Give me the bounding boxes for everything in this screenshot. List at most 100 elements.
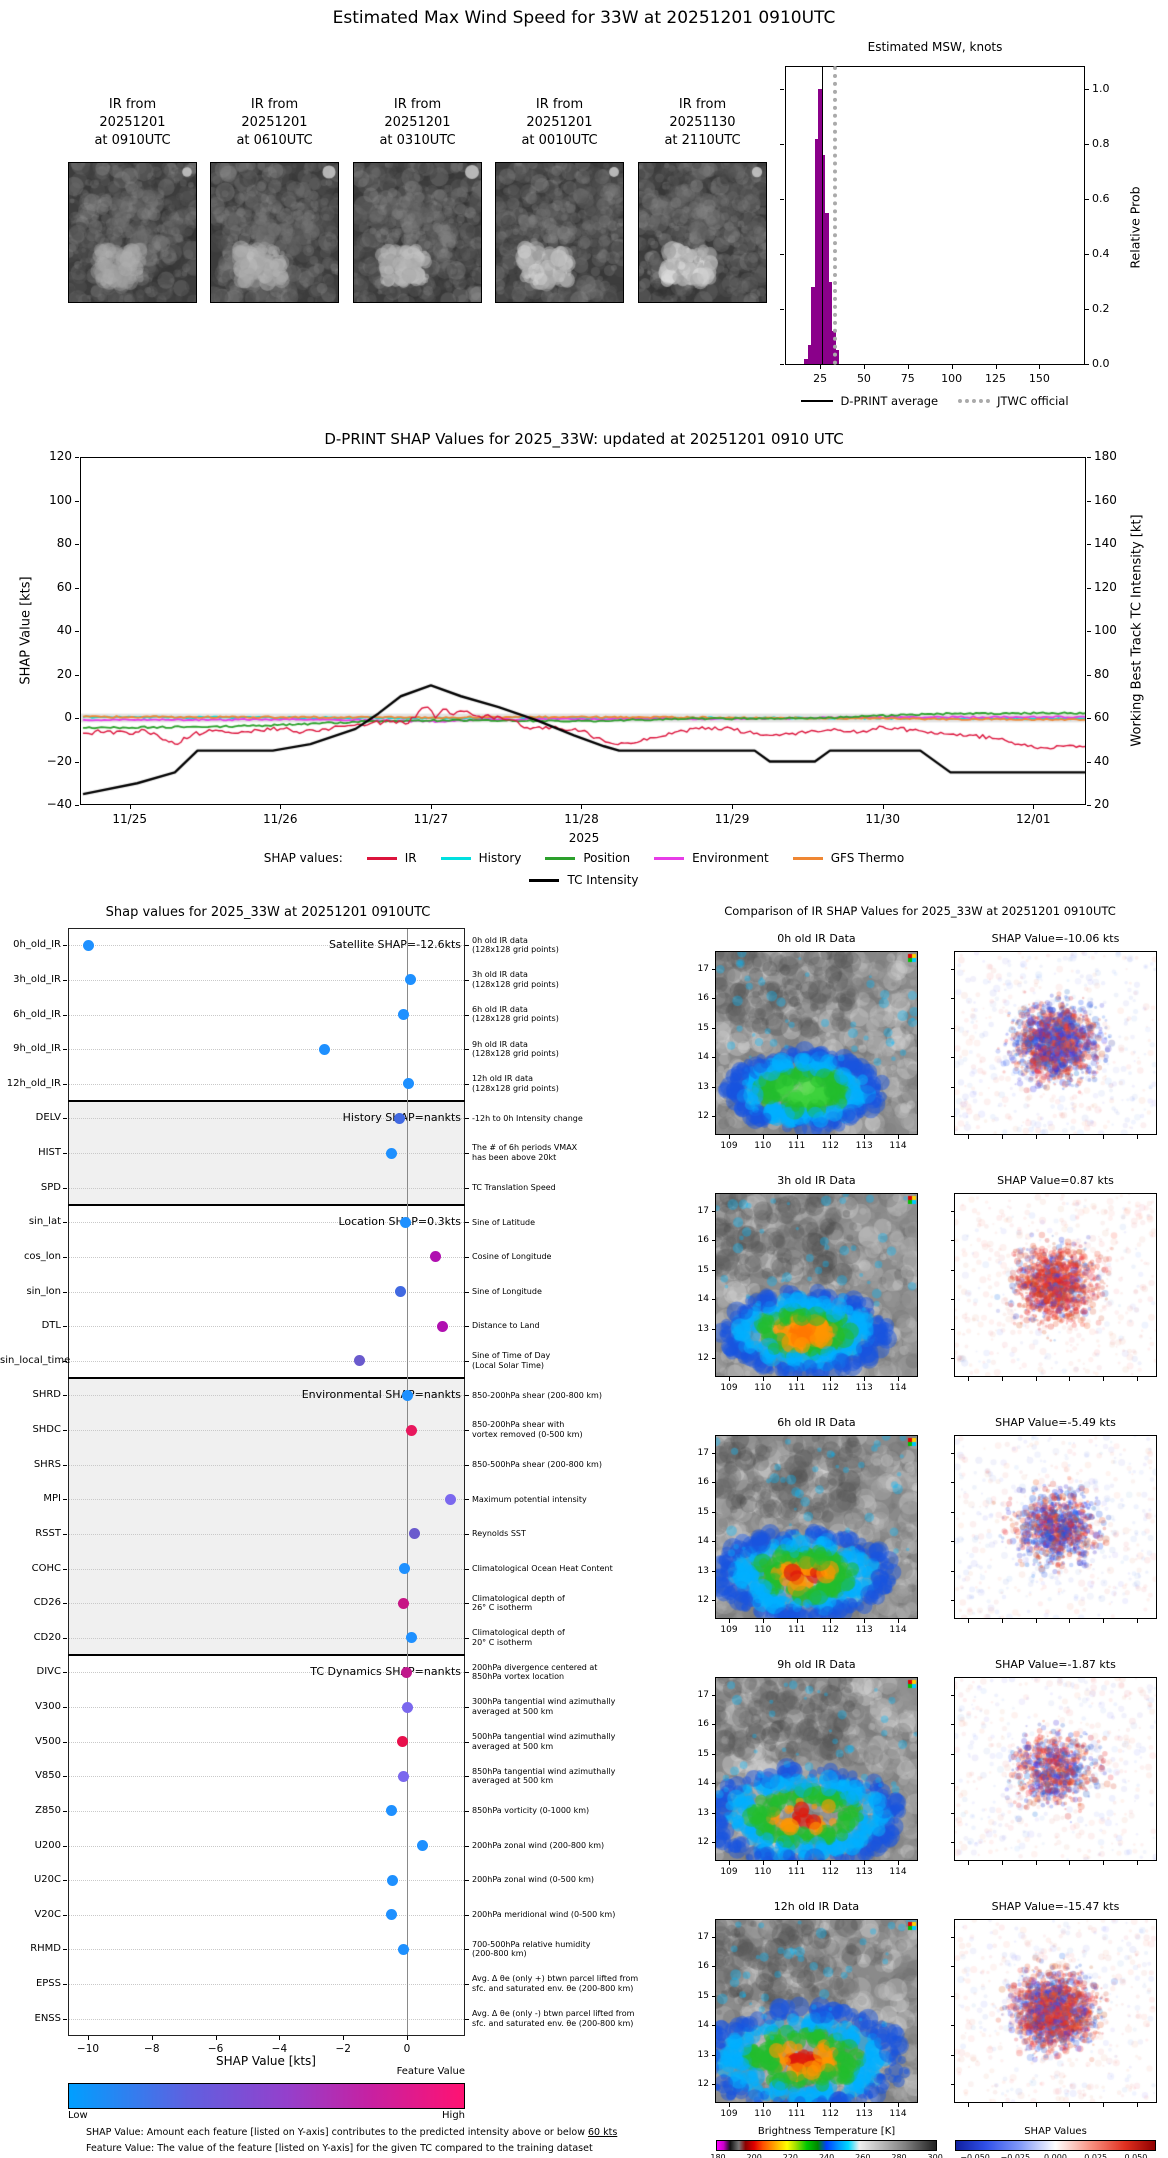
lat-tick-label: 17 [697,1932,709,1942]
shap-footnote-2: Feature Value: The value of the feature … [86,2143,593,2154]
feature-annotation: 850-200hPa shear with vortex removed (0-5… [472,1420,647,1439]
shap-dot [406,1632,418,1644]
annotation-tick-mark [465,1083,469,1085]
shap-dot [406,1424,418,1436]
shap-lon-tick-mark [1001,1861,1003,1865]
dotplot-section-divider [68,1100,465,1103]
timeseries-legend-prefix: SHAP values: [263,851,343,865]
timeseries-ytick-label-right: 60 [1094,710,1110,724]
annotation-tick-mark [465,1049,469,1051]
dotplot-row-gridline [69,1810,464,1812]
lon-tick-mark [898,1619,899,1623]
lat-tick-label: 12 [697,1111,709,1121]
dotplot-row-gridline [69,1637,464,1639]
feature-annotation-line: The # of 6h periods VMAX [472,1143,578,1153]
histogram-ylabel: Relative Prob [1127,186,1143,269]
dotplot-xtick-label: −10 [76,2043,100,2055]
annotation-tick-mark [465,1637,469,1639]
dotplot-row-gridline [69,1880,464,1882]
annotation-tick-mark [465,1360,469,1362]
feature-label: CD20 [33,1631,61,1643]
lat-tick-label: 14 [697,1778,709,1789]
shap-colorbar-tick-label: 0.000 [1044,2153,1067,2158]
feature-label: V850 [35,1770,61,1782]
feature-annotation: The # of 6h periods VMAX has been above 2… [472,1143,647,1162]
lon-tick-mark [898,1135,899,1139]
shap-lon-tick-mark [1069,1135,1071,1139]
shap-colorbar-tick-label: 0.025 [1084,2153,1108,2158]
timeseries-ytick-label-left: −40 [46,797,72,811]
feature-annotation-line: 200hPa meridional wind (0-500 km) [472,1910,616,1919]
legend-swatch-line [801,400,834,402]
annotation-tick-mark [465,1118,469,1120]
dotplot-row-gridline [69,1083,464,1085]
annotation-tick-mark [465,1810,469,1812]
shap-lat-tick-mark [951,1570,955,1572]
timeseries-ytick-mark-left [75,718,79,719]
dotplot-row-gridline [69,1049,464,1051]
feature-label: 12h_old_IR [6,1077,61,1089]
shap-dot [318,1043,330,1055]
lon-tick-mark [864,1861,866,1865]
shap-lon-tick-mark [1001,2103,1003,2107]
feature-label: 6h_old_IR [13,1008,61,1020]
timeseries-ytick-label-right: 40 [1094,753,1110,768]
lon-tick-mark [729,1135,730,1139]
feature-annotation-line: 200hPa zonal wind (200-800 km) [472,1840,605,1850]
ir-data-image [715,1919,918,2103]
annotation-tick-mark [465,945,469,947]
histogram-xtick-label: 100 [941,372,963,385]
histogram-ytick-mark [780,254,784,255]
feature-label: SPD [40,1181,61,1193]
shap-lon-tick-mark [1035,1619,1037,1623]
timeseries-legend-row2: TC Intensity [0,873,1168,887]
ir-thumbnail-label-line: at 0310UTC [379,133,456,148]
ir-thumbnail-label-line: IR from [393,97,442,112]
histogram-title: Estimated MSW, knots [867,40,1003,54]
histogram-xtick-label: 75 [900,372,915,385]
annotation-tick-mark [465,1291,469,1293]
lat-tick-label: 12 [697,2079,709,2089]
ir-thumbnail-label-line: 20251130 [669,115,736,130]
dotplot-row-gridline [69,1603,464,1605]
feature-annotation: 850hPa tangential wind azimuthally averag… [472,1767,647,1786]
timeseries-xtick-label: 11/25 [112,812,147,826]
dotplot-section-header: Location SHAP=0.3kts [338,1215,461,1229]
shap-colorbar-tick-label: 0.050 [1124,2153,1148,2158]
shap-lon-tick-mark [1001,1377,1003,1381]
timeseries-ytick-label-left: −20 [46,753,72,768]
feature-tick-mark [63,1776,67,1778]
dotplot-section-header: Satellite SHAP=-12.6kts [328,938,461,952]
bt-colorbar-tick-label: 280 [891,2153,907,2158]
timeseries-ytick-mark-left [75,544,79,545]
ir-thumbnail-label-line: IR from [108,97,157,112]
histogram-bar [814,138,819,364]
timeseries-legend-item: Position [545,851,630,865]
timeseries-xlabel: 2025 [568,831,600,845]
histogram-xtick-label: 150 [1028,372,1050,385]
histogram-ytick-label: 0.8 [1092,137,1110,150]
feature-annotation-line: Sine of Latitude [472,1217,536,1227]
feature-annotation-line: averaged at 500 km [472,1741,554,1751]
dotplot-xtick-mark [88,2036,89,2040]
ir-thumbnail-image [353,162,482,303]
feature-tick-mark [63,1395,67,1397]
shap-lon-tick-mark [1103,1135,1105,1139]
ir-data-image [715,1677,918,1861]
feature-annotation-line: 200hPa divergence centered at [472,1662,598,1672]
shap-lat-tick-mark [951,1995,955,1997]
feature-label: sin_lat [28,1216,61,1228]
lat-tick-mark [712,1086,716,1088]
lat-tick-mark [712,1695,716,1696]
timeseries-xtick-mark [280,805,282,809]
ir-thumbnail-label-line: at 0910UTC [94,133,171,148]
lat-tick-mark [712,1600,716,1601]
shap-lon-tick-mark [968,1377,969,1381]
feature-annotation-line: 850hPa vorticity (0-1000 km) [472,1806,590,1816]
histogram-bar [807,344,812,364]
lon-tick-label: 113 [855,2109,873,2119]
shap-lat-tick-mark [951,1600,955,1601]
feature-annotation-line: (128x128 grid points) [472,1049,559,1059]
shap-lat-tick-mark [951,1937,955,1938]
